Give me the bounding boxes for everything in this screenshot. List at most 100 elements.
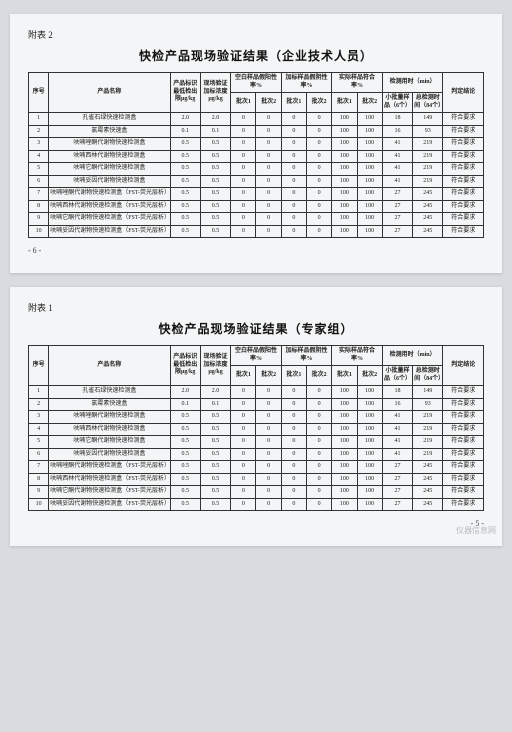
cell-time2: 219 [413, 150, 443, 163]
cell-seq: 10 [29, 498, 49, 511]
cell-name: 氯霉素快速盒 [49, 125, 170, 138]
cell-conclusion: 符合要求 [443, 498, 484, 511]
cell-val: 0.5 [200, 436, 230, 449]
col-batch2: 批次2 [306, 366, 331, 386]
cell-time1: 41 [382, 150, 412, 163]
cell-blank1: 0 [231, 200, 256, 213]
cell-actual1: 100 [332, 436, 357, 449]
table-row: 10呋喃妥因代谢物快速检测盒（FST-荧光层析）0.50.50000100100… [29, 225, 484, 238]
cell-time1: 18 [382, 386, 412, 399]
cell-blank2: 0 [256, 461, 281, 474]
cell-spike2: 0 [306, 188, 331, 201]
cell-std: 0.5 [170, 225, 200, 238]
cell-time2: 219 [413, 163, 443, 176]
cell-seq: 9 [29, 486, 49, 499]
cell-std: 2.0 [170, 386, 200, 399]
col-total-time: 总检测时间（84个） [413, 93, 443, 113]
table-row: 4呋喃西林代谢物快速检测盒0.50.5000010010041219符合要求 [29, 150, 484, 163]
cell-seq: 6 [29, 448, 49, 461]
cell-blank1: 0 [231, 398, 256, 411]
cell-name: 呋喃它酮代谢物快速检测盒 [49, 436, 170, 449]
col-small-batch: 小批量样品（6个） [382, 93, 412, 113]
cell-blank2: 0 [256, 486, 281, 499]
cell-std: 0.5 [170, 200, 200, 213]
table-row: 2氯霉素快速盒0.10.100001001001693符合要求 [29, 398, 484, 411]
cell-time1: 27 [382, 225, 412, 238]
cell-actual1: 100 [332, 213, 357, 226]
cell-blank2: 0 [256, 125, 281, 138]
cell-actual2: 100 [357, 436, 382, 449]
cell-spike1: 0 [281, 398, 306, 411]
cell-std: 0.5 [170, 436, 200, 449]
cell-conclusion: 符合要求 [443, 138, 484, 151]
col-batch1: 批次1 [281, 366, 306, 386]
cell-std: 0.5 [170, 411, 200, 424]
cell-actual2: 100 [357, 163, 382, 176]
cell-time1: 41 [382, 436, 412, 449]
cell-spike1: 0 [281, 175, 306, 188]
cell-seq: 4 [29, 423, 49, 436]
cell-actual1: 100 [332, 200, 357, 213]
col-name: 产品名称 [49, 73, 170, 113]
col-blank: 空白样品假阳性率% [231, 73, 282, 93]
cell-blank2: 0 [256, 188, 281, 201]
cell-blank2: 0 [256, 225, 281, 238]
cell-conclusion: 符合要求 [443, 473, 484, 486]
cell-spike2: 0 [306, 175, 331, 188]
cell-time1: 27 [382, 200, 412, 213]
cell-spike1: 0 [281, 213, 306, 226]
appendix-label: 附表 1 [28, 301, 484, 314]
cell-val: 0.5 [200, 138, 230, 151]
cell-time2: 245 [413, 225, 443, 238]
cell-val: 2.0 [200, 386, 230, 399]
col-batch2: 批次2 [357, 93, 382, 113]
cell-blank1: 0 [231, 113, 256, 126]
cell-spike1: 0 [281, 436, 306, 449]
cell-actual1: 100 [332, 473, 357, 486]
cell-seq: 3 [29, 411, 49, 424]
cell-spike2: 0 [306, 461, 331, 474]
cell-seq: 10 [29, 225, 49, 238]
cell-blank1: 0 [231, 461, 256, 474]
cell-actual2: 100 [357, 398, 382, 411]
cell-actual1: 100 [332, 113, 357, 126]
col-total-time: 总检测时间（84个） [413, 366, 443, 386]
cell-actual1: 100 [332, 448, 357, 461]
cell-name: 呋喃妥因代谢物快速检测盒 [49, 175, 170, 188]
cell-std: 0.5 [170, 213, 200, 226]
cell-blank2: 0 [256, 423, 281, 436]
cell-actual2: 100 [357, 225, 382, 238]
cell-actual2: 100 [357, 125, 382, 138]
cell-name: 呋喃它酮代谢物快速检测盒（FST-荧光层析） [49, 213, 170, 226]
cell-std: 0.5 [170, 423, 200, 436]
cell-actual2: 100 [357, 138, 382, 151]
cell-name: 呋喃唑酮代谢物快速检测盒 [49, 411, 170, 424]
cell-conclusion: 符合要求 [443, 125, 484, 138]
cell-conclusion: 符合要求 [443, 423, 484, 436]
cell-time1: 27 [382, 473, 412, 486]
cell-time2: 93 [413, 125, 443, 138]
table-row: 7呋喃唑酮代谢物快速检测盒（FST-荧光层析）0.50.500001001002… [29, 188, 484, 201]
cell-std: 0.5 [170, 163, 200, 176]
cell-time2: 245 [413, 473, 443, 486]
cell-time1: 27 [382, 486, 412, 499]
col-conclusion: 判定结论 [443, 346, 484, 386]
cell-conclusion: 符合要求 [443, 411, 484, 424]
cell-time2: 93 [413, 398, 443, 411]
cell-spike1: 0 [281, 411, 306, 424]
cell-time2: 245 [413, 188, 443, 201]
cell-conclusion: 符合要求 [443, 150, 484, 163]
cell-time1: 41 [382, 411, 412, 424]
cell-name: 呋喃妥因代谢物快速检测盒（FST-荧光层析） [49, 225, 170, 238]
cell-blank1: 0 [231, 188, 256, 201]
col-spiked: 加标样品假阴性率% [281, 346, 332, 366]
cell-blank2: 0 [256, 200, 281, 213]
cell-spike1: 0 [281, 125, 306, 138]
cell-std: 0.5 [170, 175, 200, 188]
col-batch1: 批次1 [281, 93, 306, 113]
cell-spike2: 0 [306, 386, 331, 399]
cell-spike2: 0 [306, 436, 331, 449]
cell-name: 呋喃西林代谢物快速检测盒（FST-荧光层析） [49, 200, 170, 213]
cell-val: 0.5 [200, 175, 230, 188]
page-title: 快检产品现场验证结果（企业技术人员） [28, 47, 484, 64]
